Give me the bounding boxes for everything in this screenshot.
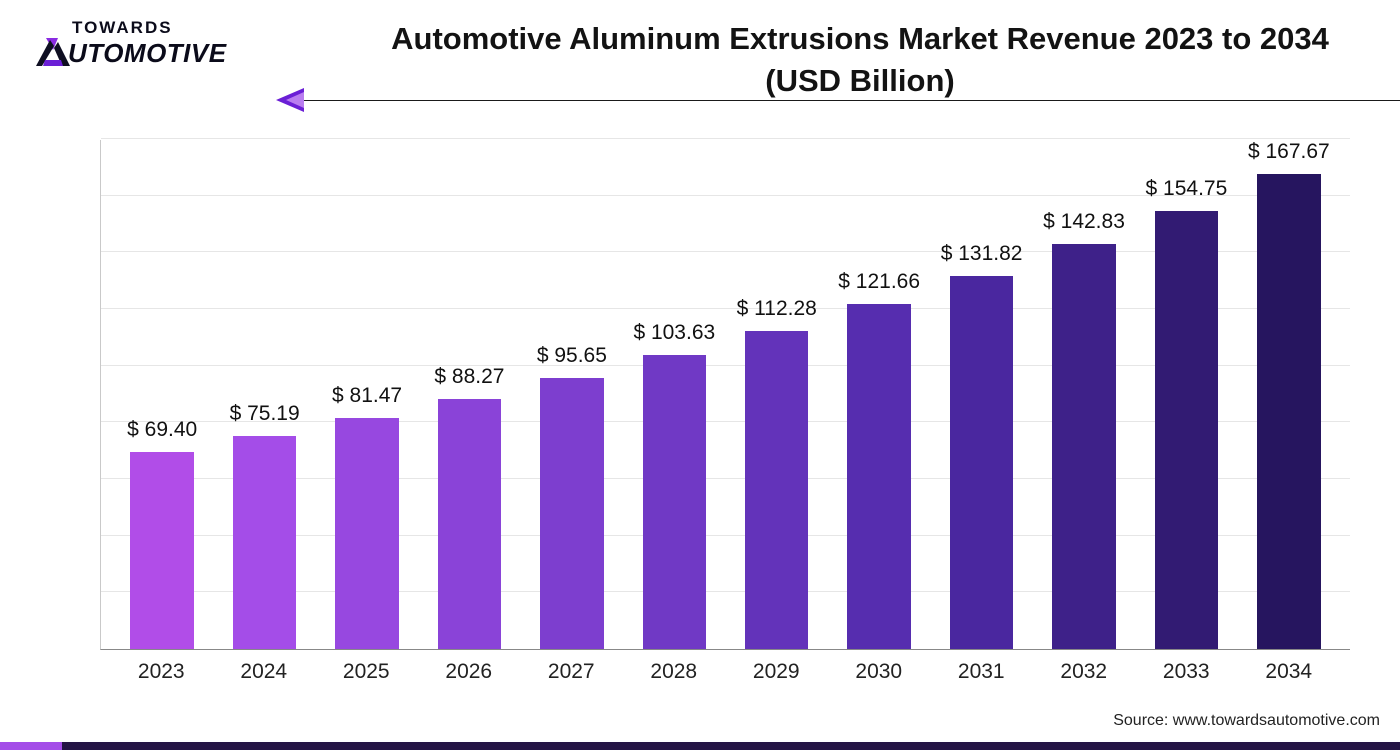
- footer-bar: [0, 742, 1400, 750]
- title-line2: (USD Billion): [765, 63, 954, 98]
- bar: [950, 276, 1014, 649]
- bar: [1052, 244, 1116, 649]
- title-line1: Automotive Aluminum Extrusions Market Re…: [391, 21, 1329, 56]
- x-tick-label: 2028: [623, 660, 726, 684]
- brand-logo: TOWARDS UTOMOTIVE: [36, 18, 236, 70]
- logo-line1: TOWARDS: [72, 18, 236, 38]
- logo-a-icon: [36, 36, 70, 70]
- source-text: Source: www.towardsautomotive.com: [1113, 712, 1380, 730]
- bar: [540, 378, 604, 649]
- grid-line: [101, 138, 1350, 139]
- x-tick-label: 2029: [725, 660, 828, 684]
- bar-slot: $ 88.27: [418, 140, 520, 649]
- bar-slot: $ 69.40: [111, 140, 213, 649]
- x-tick-label: 2026: [418, 660, 521, 684]
- bar: [745, 331, 809, 649]
- x-tick-label: 2032: [1033, 660, 1136, 684]
- bar: [643, 355, 707, 649]
- arrow-head-inner-icon: [286, 92, 304, 108]
- plot-area: $ 69.40$ 75.19$ 81.47$ 88.27$ 95.65$ 103…: [100, 140, 1350, 650]
- arrow-line: [280, 100, 1400, 101]
- bar: [335, 418, 399, 649]
- bars-container: $ 69.40$ 75.19$ 81.47$ 88.27$ 95.65$ 103…: [101, 140, 1350, 649]
- bar: [233, 436, 297, 649]
- x-tick-label: 2033: [1135, 660, 1238, 684]
- bar: [438, 399, 502, 649]
- bar-slot: $ 154.75: [1135, 140, 1237, 649]
- bar-slot: $ 95.65: [521, 140, 623, 649]
- bar-value-label: $ 167.67: [1209, 140, 1369, 164]
- x-tick-label: 2024: [213, 660, 316, 684]
- bar-slot: $ 112.28: [726, 140, 828, 649]
- logo-word: UTOMOTIVE: [68, 38, 227, 69]
- x-axis: 2023202420252026202720282029203020312032…: [100, 660, 1350, 684]
- x-tick-label: 2025: [315, 660, 418, 684]
- bar-slot: $ 142.83: [1033, 140, 1135, 649]
- chart-area: $ 69.40$ 75.19$ 81.47$ 88.27$ 95.65$ 103…: [70, 140, 1360, 680]
- footer-accent: [0, 742, 62, 750]
- bar-slot: $ 167.67: [1238, 140, 1340, 649]
- bar-slot: $ 81.47: [316, 140, 418, 649]
- bar: [1155, 211, 1219, 649]
- bar-slot: $ 103.63: [623, 140, 725, 649]
- x-tick-label: 2030: [828, 660, 931, 684]
- bar: [1257, 174, 1321, 649]
- bar: [130, 452, 194, 649]
- x-tick-label: 2023: [110, 660, 213, 684]
- x-tick-label: 2027: [520, 660, 623, 684]
- logo-line2-wrap: UTOMOTIVE: [36, 36, 236, 70]
- bar-slot: $ 121.66: [828, 140, 930, 649]
- x-tick-label: 2034: [1238, 660, 1341, 684]
- chart-title: Automotive Aluminum Extrusions Market Re…: [360, 18, 1360, 102]
- header: TOWARDS UTOMOTIVE Automotive Aluminum Ex…: [0, 0, 1400, 120]
- bar: [847, 304, 911, 649]
- x-tick-label: 2031: [930, 660, 1033, 684]
